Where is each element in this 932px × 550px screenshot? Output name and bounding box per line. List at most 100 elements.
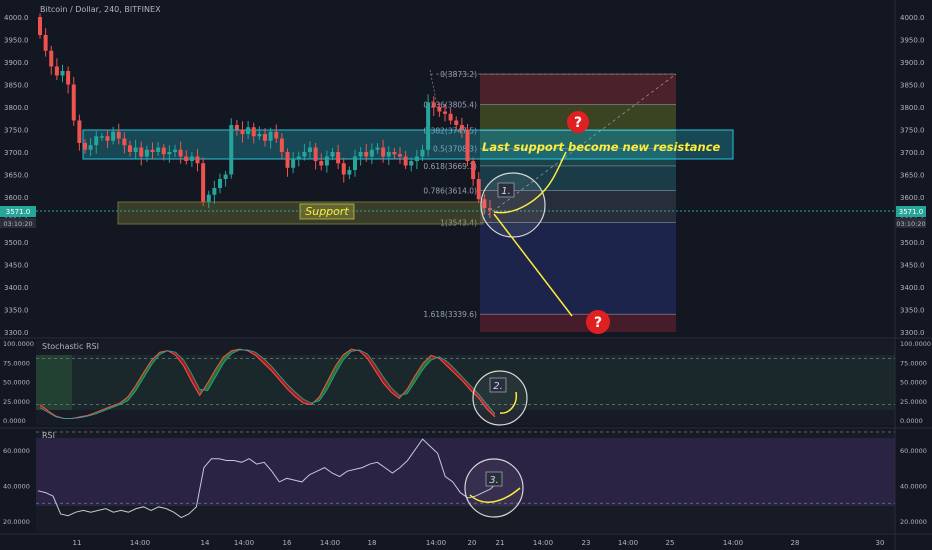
question-mark-icon (567, 111, 589, 133)
marker-circle-3 (464, 458, 524, 518)
price-tick-left: 3350.0 (4, 307, 29, 315)
marker-label-2: 2. (493, 381, 503, 392)
candle-body (353, 156, 357, 170)
candle-body (167, 152, 172, 155)
rsi-tick-left: 40.0000 (3, 482, 30, 490)
candle-body (99, 136, 104, 138)
candlestick-series (38, 13, 492, 219)
candle-body (302, 152, 307, 157)
price-tick-right: 3750.0 (900, 127, 925, 135)
time-tick: 14:00 (426, 539, 446, 547)
question-mark-icon (586, 310, 610, 334)
marker-label-1: 1. (501, 186, 511, 197)
candle-body (105, 136, 110, 141)
candle-body (285, 152, 290, 168)
time-axis: 11 14:00 14 14:00 16 14:00 18 14:00 20 21 14:00 23 1… (73, 539, 885, 547)
stoch-fill-segment (375, 364, 384, 384)
price-tick-left: 3900.0 (4, 59, 29, 67)
candle-body (465, 129, 470, 161)
candle-body (128, 145, 132, 152)
candle-body (403, 156, 408, 166)
fib-anchor-line (429, 69, 437, 101)
candle-body (386, 152, 391, 157)
candle-body (476, 179, 481, 200)
candle-body (482, 199, 487, 209)
candle-body (229, 125, 234, 175)
stoch-fill-segment (287, 384, 296, 397)
symbol-title: Bitcoin / Dollar, 240, BITFINEX (40, 5, 161, 14)
candle-body (195, 156, 200, 164)
stoch-fill-segment (447, 361, 456, 374)
stoch-fill-segment (295, 392, 304, 404)
rsi-tick-right: 40.0000 (900, 482, 927, 490)
candle-body (54, 66, 59, 76)
price-tick-left: 3400.0 (4, 284, 29, 292)
time-tick: 14:00 (533, 539, 553, 547)
rsi-tick-right: 60.0000 (900, 447, 927, 455)
question-mark-glyph: ? (574, 115, 582, 131)
candle-body (66, 71, 71, 85)
time-tick: 25 (666, 539, 675, 547)
candle-body (488, 208, 492, 211)
candle-body (431, 102, 436, 107)
candle-body (364, 152, 369, 157)
countdown-badge-left (0, 218, 36, 228)
candle-body (184, 156, 189, 161)
candle-body (94, 136, 99, 146)
candle-body (251, 127, 256, 137)
time-tick: 14:00 (234, 539, 254, 547)
marker-box-2 (489, 377, 507, 393)
price-tick-right: 3450.0 (900, 262, 925, 270)
price-tick-right: 3850.0 (900, 82, 925, 90)
stoch-turn-arrow (499, 391, 518, 414)
resistance-annotation: Last support become new resistance (482, 140, 721, 154)
time-tick: 14 (201, 539, 210, 547)
candle-body (319, 161, 324, 166)
candle-body (71, 84, 76, 121)
candle-body (234, 125, 239, 130)
stoch-fill-segment (391, 387, 400, 399)
time-tick: 11 (73, 539, 82, 547)
candle-body (133, 147, 138, 152)
price-tick-left: 3500.0 (4, 239, 29, 247)
marker-circle-2 (472, 370, 528, 426)
stoch-fill-segment (327, 366, 336, 390)
candle-body (122, 138, 127, 146)
candle-body (448, 113, 453, 121)
candle-body (43, 35, 48, 51)
stoch-tick-right: 25.0000 (900, 398, 927, 406)
candle-body (296, 156, 301, 159)
stoch-tick-left: 0.0000 (3, 417, 26, 425)
marker-label-3: 3. (489, 475, 499, 486)
stoch-axis: 100.0000 100.0000 75.0000 75.0000 50.0000 50.… (3, 340, 931, 425)
stoch-fill-segment (215, 356, 224, 377)
support-annotation: Support (305, 205, 349, 218)
countdown-badge (896, 218, 926, 228)
marker-circle-1 (480, 172, 546, 238)
stoch-fill-segment (279, 375, 288, 390)
candle-body (60, 71, 65, 76)
candle-body (218, 179, 222, 188)
time-tick: 14:00 (130, 539, 150, 547)
candle-body (409, 161, 414, 166)
candle-body (347, 170, 352, 175)
candle-body (111, 131, 116, 141)
stoch-tick-left: 50.0000 (3, 379, 30, 387)
stoch-fill-segment (263, 358, 272, 371)
stoch-fill-segment (271, 366, 280, 380)
candle-body (83, 143, 87, 150)
fib-level-label: 1.618(3339.6) (423, 310, 477, 319)
countdown-label: 03:10:20 (896, 220, 925, 228)
last-price-label-left: 3571.0 (6, 208, 31, 216)
price-tick-left: 3450.0 (4, 262, 29, 270)
candle-body (156, 147, 161, 152)
marker-box-1 (497, 182, 515, 198)
last-price-label: 3571.0 (899, 208, 924, 216)
candle-body (206, 194, 211, 202)
candle-body (324, 156, 329, 166)
stoch-fill-segment (367, 353, 376, 371)
rebound-arrow-1 (493, 151, 567, 214)
time-tick: 16 (283, 539, 292, 547)
candle-body (178, 149, 183, 157)
candle-body (420, 149, 425, 157)
